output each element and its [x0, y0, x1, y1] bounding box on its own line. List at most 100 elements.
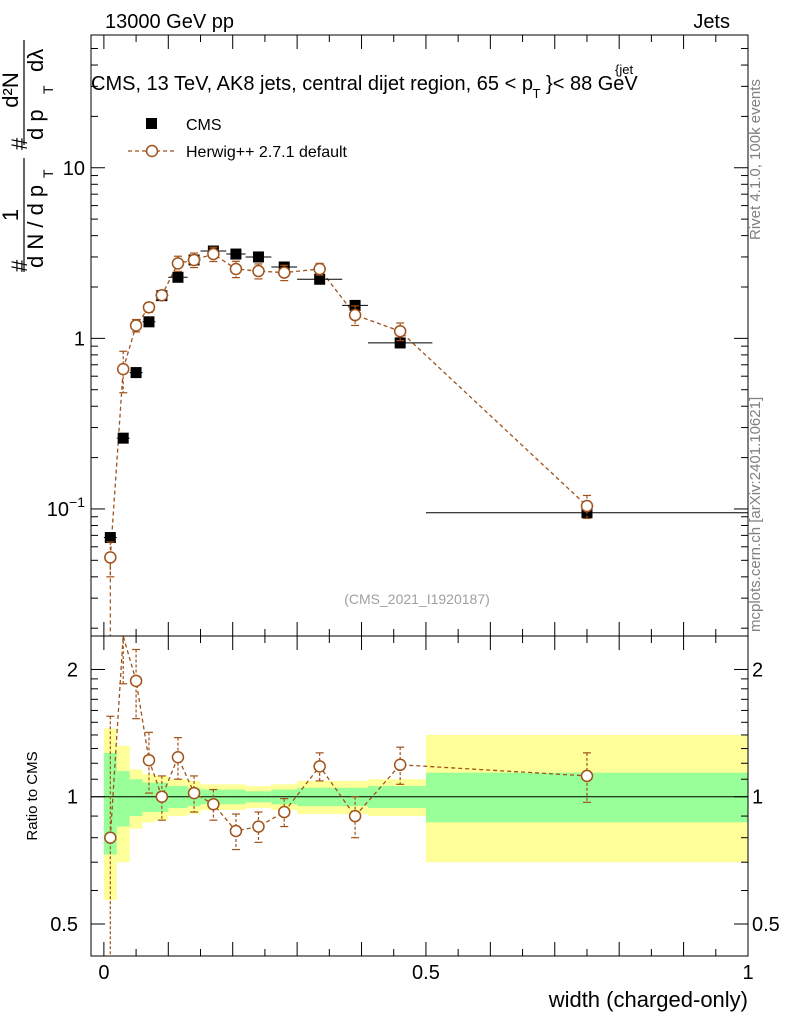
- main-plot-content: [103, 245, 748, 636]
- cms-point: [168, 271, 188, 283]
- plot-title-main: CMS, 13 TeV, AK8 jets, central dijet reg…: [91, 73, 516, 95]
- ratio-point-marker: [229, 824, 243, 838]
- cms-point: [245, 251, 272, 263]
- mcplots-label: mcplots.cern.ch [arXiv:2401.10621]: [747, 397, 764, 632]
- ratio-band-inner: [142, 782, 156, 813]
- mc-point: [142, 301, 156, 314]
- ratio-point-marker: [277, 805, 291, 819]
- main-y-tick-exponent: −1: [69, 494, 85, 510]
- mc-point: [277, 264, 291, 282]
- ratio-band-inner: [129, 779, 143, 817]
- ratio-point: [277, 797, 291, 828]
- plot-title-sub: T: [533, 86, 541, 101]
- ratio-y-tick-label-left: 2: [67, 659, 78, 681]
- ratio-point: [229, 813, 243, 851]
- ratio-point: [393, 746, 407, 785]
- mc-point-marker: [277, 266, 291, 279]
- cms-point: [116, 432, 130, 444]
- mc-point-marker: [580, 499, 594, 513]
- mc-point: [171, 255, 185, 272]
- rivet-version-label: Rivet 4.1.0, 100k events: [747, 79, 764, 240]
- ratio-y-tick-label-right: 2: [752, 659, 763, 681]
- ylabel-sub-t-2: T: [40, 85, 56, 94]
- ratio-point-marker: [207, 797, 220, 811]
- ratio-point: [129, 648, 143, 720]
- ratio-y-axis-label: Ratio to CMS: [24, 751, 41, 840]
- ratio-point-marker: [171, 750, 185, 764]
- ratio-point: [171, 736, 185, 780]
- ratio-point-marker: [252, 820, 265, 833]
- mc-series-line: [109, 253, 588, 558]
- legend-cms-label: CMS: [186, 117, 222, 134]
- ratio-point-marker: [393, 758, 407, 772]
- cms-point-marker: [130, 367, 142, 379]
- cms-point: [142, 316, 156, 328]
- mc-point-marker: [393, 325, 407, 338]
- mc-point-marker: [171, 257, 185, 270]
- ratio-point-marker: [580, 769, 594, 783]
- mc-point: [207, 246, 220, 263]
- mc-point-marker: [104, 551, 117, 564]
- plot-title: CMS, 13 TeV, AK8 jets, central dijet reg…: [91, 73, 638, 103]
- header-energy-label: 13000 GeV pp: [105, 11, 234, 33]
- cms-point-marker: [252, 251, 264, 263]
- ratio-x-tick-labels: 0 0.5 1: [98, 962, 753, 984]
- cms-point: [226, 248, 246, 260]
- mc-point: [104, 541, 117, 578]
- ratio-plot-panel: 0.5 0.5 1 1 2 2 0 0.5 1 Ratio to CMS width (cha…: [24, 635, 780, 1012]
- plot-title-end: }< 88 GeV: [546, 73, 638, 95]
- ratio-y-tick-label-left: 1: [67, 787, 78, 809]
- x-axis-label: width (charged-only): [548, 987, 748, 1012]
- x-tick-label: 0: [98, 962, 109, 984]
- x-tick-label: 0.5: [412, 962, 440, 984]
- ratio-y-tick-label-left: 0.5: [50, 914, 78, 936]
- ratio-y-tick-label-right: 0.5: [752, 914, 780, 936]
- legend-mc-label: Herwig++ 2.7.1 default: [186, 144, 348, 161]
- ylabel-hash-1: #: [7, 259, 32, 272]
- cms-point-marker: [230, 248, 242, 260]
- ylabel-hash-2: #: [7, 137, 32, 150]
- ratio-y-tick-labels: 0.5 0.5 1 1 2 2: [50, 659, 780, 936]
- x-tick-label: 1: [742, 962, 753, 984]
- ylabel-d2n: d²N: [0, 72, 23, 107]
- plot-title-var: p: [522, 73, 533, 95]
- ratio-point-marker: [313, 760, 326, 773]
- cms-point-marker: [172, 271, 184, 283]
- mc-point: [393, 322, 407, 342]
- ratio-plot-frame: [90, 635, 749, 957]
- ratio-x-ticks: [103, 636, 749, 956]
- cms-point-marker: [104, 532, 116, 544]
- ratio-plot-content: [91, 635, 748, 956]
- mc-point-marker: [348, 308, 362, 322]
- cms-point: [367, 337, 433, 349]
- main-y-axis-label: # 1 d N / d p T # d²N d p T dλ: [0, 40, 56, 272]
- ratio-point-marker: [155, 790, 169, 803]
- ratio-point: [207, 788, 220, 821]
- header-jets-label: Jets: [693, 11, 730, 33]
- ratio-point-marker: [348, 809, 362, 823]
- plot-title-sup: {jet: [615, 62, 633, 77]
- mc-point: [252, 263, 265, 280]
- mc-point-marker: [229, 262, 243, 276]
- main-x-ticks: [103, 35, 749, 636]
- ylabel-dpt: d p: [23, 109, 48, 140]
- mc-point-marker: [252, 264, 265, 278]
- cms-point: [103, 532, 117, 544]
- mc-point: [155, 288, 169, 302]
- mc-point-marker: [116, 362, 130, 376]
- mc-point-marker: [129, 319, 143, 332]
- mc-point: [348, 305, 362, 327]
- ratio-point: [348, 796, 362, 839]
- mc-point: [313, 262, 326, 276]
- cms-point-marker: [117, 432, 129, 444]
- mc-point-marker: [187, 253, 201, 267]
- ratio-point: [187, 775, 201, 813]
- mc-point: [229, 260, 243, 279]
- legend: CMS Herwig++ 2.7.1 default: [128, 117, 348, 161]
- ylabel-one: 1: [0, 209, 23, 221]
- legend-cms-marker: [146, 118, 157, 129]
- ylabel-dlambda: dλ: [23, 49, 48, 72]
- cms-point-marker: [314, 273, 326, 285]
